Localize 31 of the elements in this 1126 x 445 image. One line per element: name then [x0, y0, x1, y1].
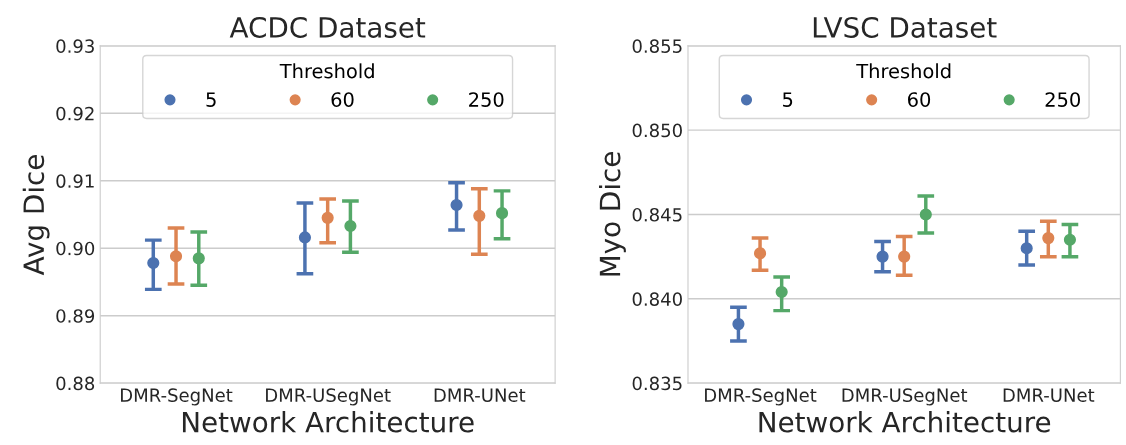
y-tick-label: 0.92: [56, 106, 94, 121]
x-tick-label: DMR-USegNet: [266, 388, 391, 406]
y-tick-label: 0.845: [632, 207, 682, 222]
legend-title: Threshold: [856, 63, 951, 79]
y-tick-label: 0.93: [56, 39, 94, 53]
y-tick-label: 0.90: [56, 241, 95, 256]
legend-label: 250: [1045, 92, 1080, 107]
y-tick-label: 0.855: [632, 39, 682, 53]
x-tick-label: DMR-SegNet: [705, 388, 817, 406]
x-tick-label: DMR-USegNet: [842, 388, 968, 406]
x-tick-label: DMR-UNet: [1003, 388, 1095, 402]
y-axis-title: Avg Dice: [22, 155, 50, 276]
legend-label: 60: [331, 92, 354, 107]
legend-label: 5: [783, 92, 793, 107]
y-tick-label: 0.88: [56, 376, 95, 391]
y-tick-label: 0.850: [632, 123, 682, 138]
x-tick-label: DMR-UNet: [434, 388, 526, 402]
x-axis-title: Network Architecture: [182, 411, 474, 433]
y-tick-label: 0.840: [632, 292, 682, 306]
x-tick-label: DMR-SegNet: [121, 388, 233, 406]
y-tick-label: 0.89: [56, 309, 95, 323]
legend-label: 250: [469, 92, 504, 107]
y-axis-title: Myo Dice: [599, 152, 626, 276]
chart-title: LVSC Dataset: [813, 16, 997, 38]
chart-title: ACDC Dataset: [229, 16, 426, 38]
y-tick-label: 0.91: [56, 174, 94, 188]
legend-label: 5: [206, 92, 216, 107]
legend-label: 60: [908, 92, 931, 107]
y-tick-label: 0.835: [632, 376, 682, 391]
x-axis-title: Network Architecture: [759, 411, 1051, 433]
legend-title: Threshold: [279, 63, 374, 79]
